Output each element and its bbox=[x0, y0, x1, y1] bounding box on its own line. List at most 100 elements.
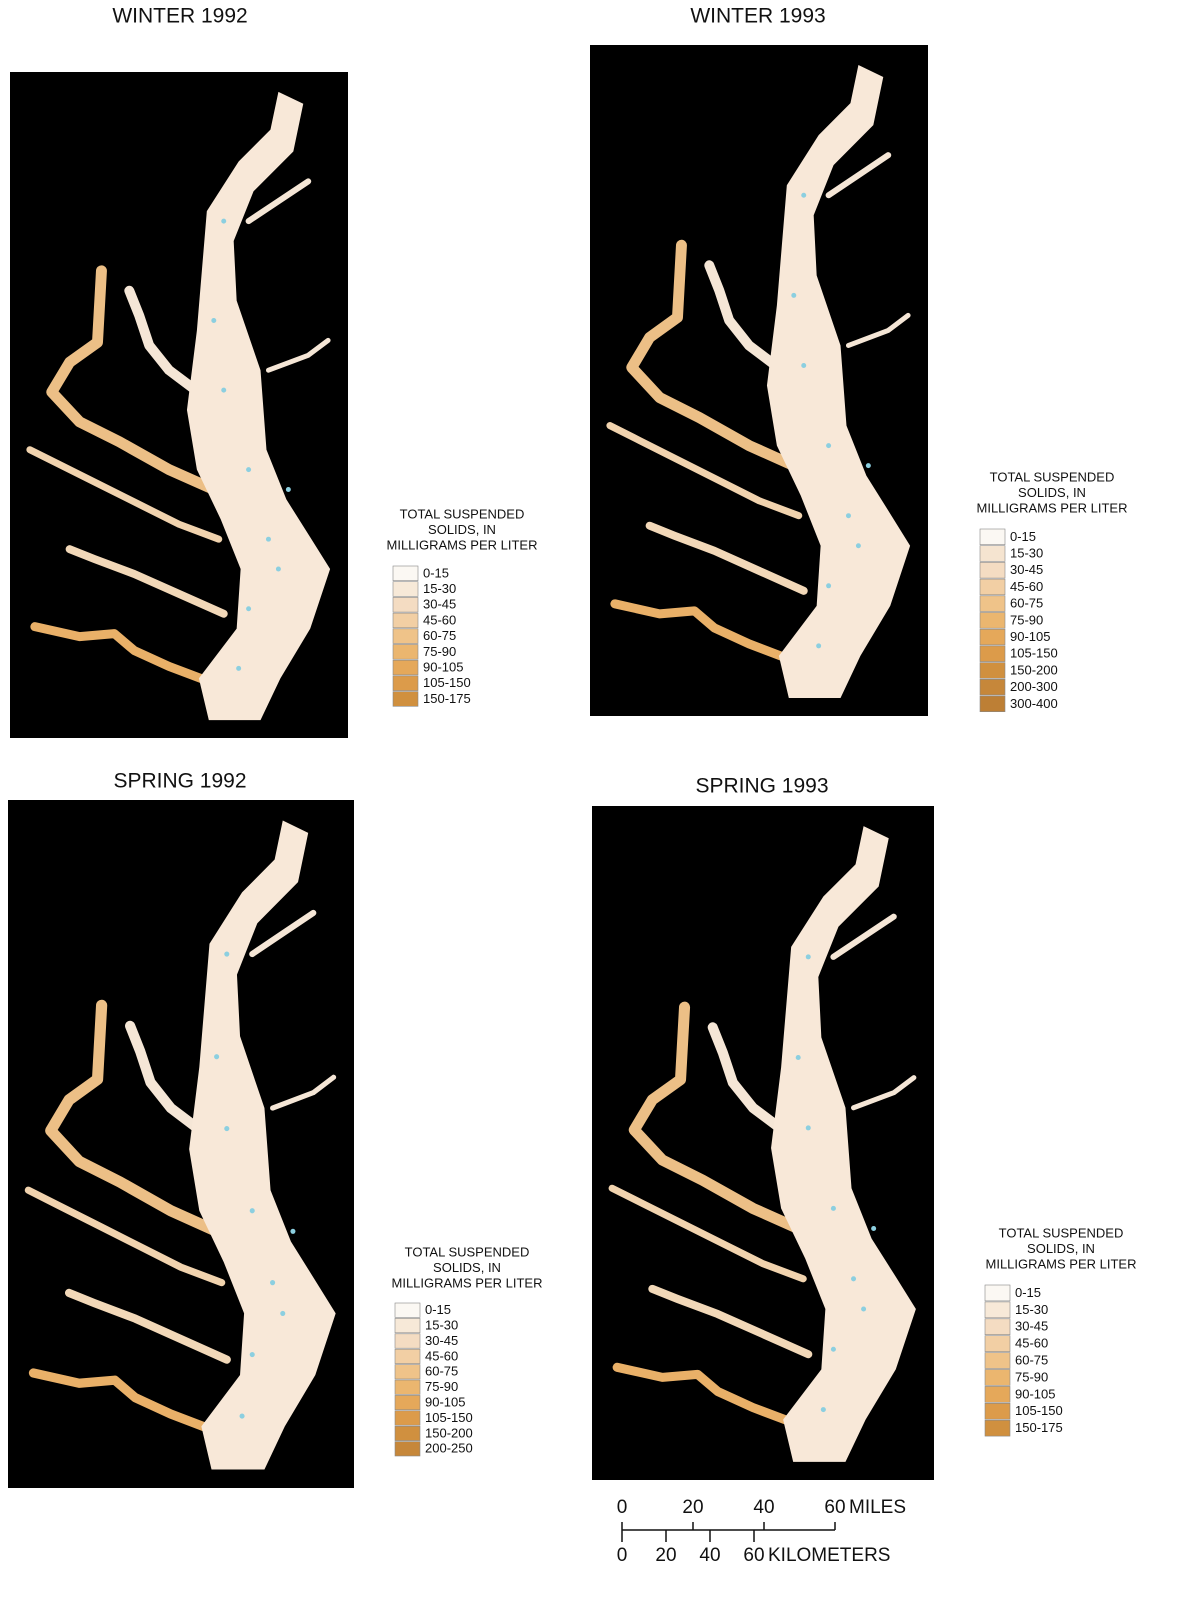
legend-title: MILLIGRAMS PER LITER bbox=[986, 1256, 1137, 1271]
legend-label: 45-60 bbox=[423, 612, 456, 627]
legend-title: TOTAL SUSPENDED bbox=[405, 1244, 530, 1259]
legend-swatch bbox=[985, 1319, 1010, 1335]
legend-swatch bbox=[980, 646, 1005, 662]
legend-label: 105-150 bbox=[425, 1410, 473, 1425]
legend-label: 90-105 bbox=[425, 1395, 465, 1410]
page: WINTER 1992TOTAL SUSPENDEDSOLIDS, INMILL… bbox=[0, 0, 1182, 1604]
legend-label: 90-105 bbox=[423, 659, 463, 674]
legend-swatch bbox=[395, 1442, 420, 1456]
legend-label: 15-30 bbox=[1015, 1302, 1048, 1317]
legend-swatch bbox=[393, 566, 418, 581]
legend-label: 105-150 bbox=[1010, 646, 1058, 661]
legend-label: 15-30 bbox=[423, 581, 456, 596]
legend-label: 15-30 bbox=[1010, 545, 1043, 560]
legend-swatch bbox=[980, 613, 1005, 629]
legend-label: 30-45 bbox=[1015, 1319, 1048, 1334]
km-label: 0 bbox=[617, 1545, 628, 1566]
legend-label: 60-75 bbox=[1015, 1352, 1048, 1367]
panel-title: WINTER 1993 bbox=[690, 5, 825, 28]
legend-title: TOTAL SUSPENDED bbox=[990, 469, 1115, 484]
legend-label: 45-60 bbox=[1010, 579, 1043, 594]
legend-label: 200-300 bbox=[1010, 679, 1058, 694]
legend-swatch bbox=[980, 679, 1005, 695]
legend-swatch bbox=[395, 1411, 420, 1425]
legend-swatch bbox=[985, 1370, 1010, 1386]
legend-label: 75-90 bbox=[425, 1379, 458, 1394]
legend-swatch bbox=[985, 1336, 1010, 1352]
km-label: 60 bbox=[743, 1545, 764, 1566]
legend-title: MILLIGRAMS PER LITER bbox=[387, 537, 538, 552]
mile-label: 20 bbox=[682, 1497, 703, 1518]
legend-title: SOLIDS, IN bbox=[433, 1260, 501, 1275]
legend-swatch bbox=[395, 1349, 420, 1363]
legend-label: 60-75 bbox=[425, 1364, 458, 1379]
panel-title: SPRING 1993 bbox=[695, 775, 828, 798]
legend-title: SOLIDS, IN bbox=[1027, 1241, 1095, 1256]
legend-swatch bbox=[980, 696, 1005, 712]
legend-label: 30-45 bbox=[423, 597, 456, 612]
legend-label: 60-75 bbox=[423, 628, 456, 643]
km-label: 40 bbox=[699, 1545, 720, 1566]
legend-swatch bbox=[393, 660, 418, 675]
legend-swatch bbox=[395, 1334, 420, 1348]
legend-label: 0-15 bbox=[423, 565, 449, 580]
legend-swatch bbox=[980, 663, 1005, 679]
legend-label: 75-90 bbox=[423, 644, 456, 659]
legend-swatch bbox=[393, 629, 418, 644]
legend-swatch bbox=[980, 629, 1005, 645]
map-image bbox=[592, 806, 934, 1480]
legend-swatch bbox=[393, 613, 418, 628]
legend-label: 150-200 bbox=[1010, 662, 1058, 677]
legend-label: 30-45 bbox=[425, 1333, 458, 1348]
legend-swatch bbox=[985, 1353, 1010, 1369]
legend-label: 45-60 bbox=[425, 1348, 458, 1363]
panel-title: WINTER 1992 bbox=[112, 5, 247, 28]
legend-title: SOLIDS, IN bbox=[428, 522, 496, 537]
km-label: 20 bbox=[655, 1545, 676, 1566]
legend-label: 105-150 bbox=[423, 675, 471, 690]
mile-unit: MILES bbox=[849, 1497, 906, 1518]
legend-swatch bbox=[393, 597, 418, 612]
legend-label: 150-175 bbox=[1015, 1420, 1063, 1435]
legend-label: 90-105 bbox=[1015, 1386, 1055, 1401]
legend-title: SOLIDS, IN bbox=[1018, 485, 1086, 500]
legend-label: 150-200 bbox=[425, 1425, 473, 1440]
legend-swatch bbox=[980, 546, 1005, 562]
legend-swatch bbox=[393, 645, 418, 660]
legend-label: 105-150 bbox=[1015, 1403, 1063, 1418]
legend-swatch bbox=[393, 692, 418, 707]
legend-swatch bbox=[985, 1403, 1010, 1419]
legend-label: 0-15 bbox=[1010, 529, 1036, 544]
legend-swatch bbox=[985, 1420, 1010, 1436]
legend-swatch bbox=[985, 1285, 1010, 1301]
legend-swatch bbox=[980, 562, 1005, 578]
legend-label: 15-30 bbox=[425, 1318, 458, 1333]
legend-swatch bbox=[395, 1303, 420, 1317]
legend-label: 300-400 bbox=[1010, 696, 1058, 711]
legend-label: 75-90 bbox=[1015, 1369, 1048, 1384]
legend-swatch bbox=[395, 1318, 420, 1332]
legend-title: TOTAL SUSPENDED bbox=[400, 506, 525, 521]
legend-swatch bbox=[393, 676, 418, 691]
legend-label: 0-15 bbox=[425, 1302, 451, 1317]
legend-swatch bbox=[395, 1395, 420, 1409]
map-image bbox=[590, 45, 928, 716]
mile-label: 40 bbox=[753, 1497, 774, 1518]
legend-label: 0-15 bbox=[1015, 1285, 1041, 1300]
panel-title: SPRING 1992 bbox=[113, 770, 246, 793]
legend-swatch bbox=[980, 596, 1005, 612]
mile-label: 60 bbox=[824, 1497, 845, 1518]
legend-label: 150-175 bbox=[423, 691, 471, 706]
legend-label: 75-90 bbox=[1010, 612, 1043, 627]
km-unit: KILOMETERS bbox=[768, 1545, 890, 1566]
mile-label: 0 bbox=[617, 1497, 628, 1518]
map-image bbox=[8, 800, 354, 1488]
legend-swatch bbox=[980, 529, 1005, 545]
legend-swatch bbox=[985, 1302, 1010, 1318]
map-image bbox=[10, 72, 348, 738]
legend-label: 30-45 bbox=[1010, 562, 1043, 577]
legend-swatch bbox=[395, 1380, 420, 1394]
legend-swatch bbox=[395, 1426, 420, 1440]
legend-swatch bbox=[980, 579, 1005, 595]
legend-label: 90-105 bbox=[1010, 629, 1050, 644]
